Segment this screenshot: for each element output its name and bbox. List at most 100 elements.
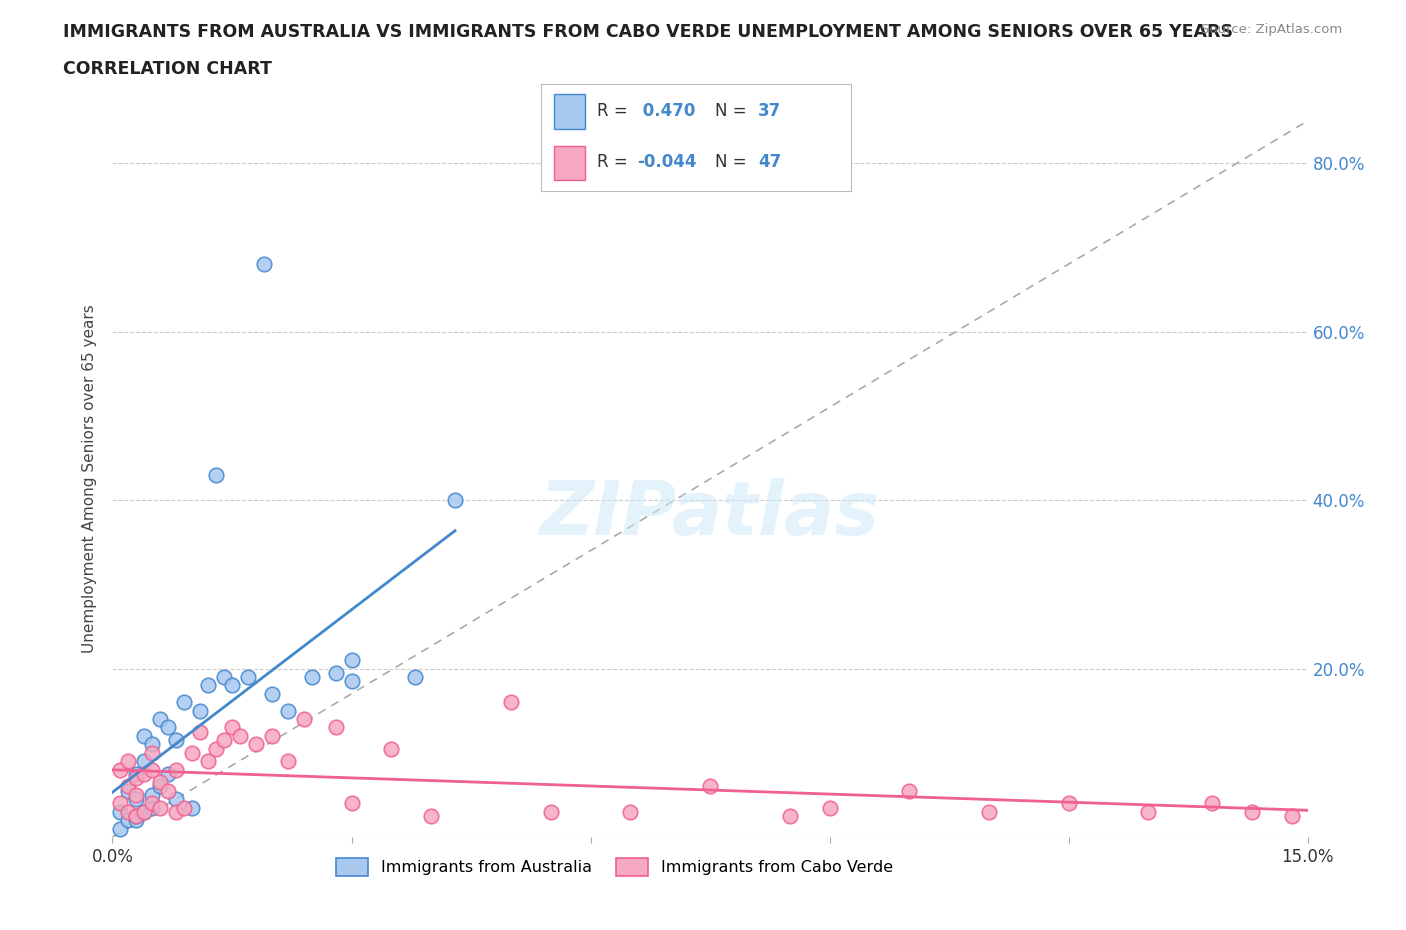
Point: [1240, 804, 1263, 819]
Point: [444, 493, 467, 508]
Point: [197, 678, 219, 693]
Point: [212, 733, 235, 748]
Legend: Immigrants from Australia, Immigrants from Cabo Verde: Immigrants from Australia, Immigrants fr…: [330, 852, 898, 883]
Point: [141, 763, 163, 777]
Point: [404, 670, 426, 684]
Text: N =: N =: [714, 153, 751, 171]
Point: [165, 804, 187, 819]
Point: [260, 728, 283, 743]
Point: [340, 796, 363, 811]
Point: [325, 665, 347, 680]
Point: [125, 766, 148, 781]
Point: [141, 788, 163, 803]
Text: ZIPatlas: ZIPatlas: [540, 478, 880, 551]
Point: [898, 783, 921, 798]
Point: [110, 804, 132, 819]
Point: [141, 796, 163, 811]
Point: [277, 703, 299, 718]
Point: [149, 711, 172, 726]
Text: R =: R =: [598, 153, 633, 171]
Point: [134, 728, 156, 743]
Point: [499, 695, 522, 710]
Point: [125, 788, 148, 803]
Point: [205, 467, 228, 482]
Point: [260, 686, 283, 701]
Point: [181, 800, 204, 815]
Point: [221, 720, 243, 735]
Point: [1057, 796, 1080, 811]
Point: [181, 745, 204, 760]
Point: [110, 796, 132, 811]
Point: [157, 783, 180, 798]
Point: [117, 813, 139, 828]
Point: [1281, 808, 1303, 823]
Point: [149, 775, 172, 790]
Point: [165, 791, 187, 806]
Point: [134, 766, 156, 781]
Text: 37: 37: [758, 102, 782, 120]
Point: [125, 808, 148, 823]
Point: [165, 733, 187, 748]
Point: [134, 804, 156, 819]
Point: [188, 724, 211, 739]
Point: [699, 779, 721, 794]
Point: [245, 737, 267, 751]
Point: [141, 800, 163, 815]
Point: [236, 670, 259, 684]
Point: [141, 745, 163, 760]
Point: [292, 711, 315, 726]
Text: -0.044: -0.044: [637, 153, 697, 171]
Point: [1201, 796, 1223, 811]
Point: [157, 720, 180, 735]
Point: [117, 783, 139, 798]
Text: N =: N =: [714, 102, 751, 120]
Text: IMMIGRANTS FROM AUSTRALIA VS IMMIGRANTS FROM CABO VERDE UNEMPLOYMENT AMONG SENIO: IMMIGRANTS FROM AUSTRALIA VS IMMIGRANTS …: [63, 23, 1233, 41]
Point: [197, 753, 219, 768]
Point: [125, 771, 148, 786]
Point: [125, 791, 148, 806]
Point: [818, 800, 841, 815]
Point: [141, 737, 163, 751]
Point: [117, 804, 139, 819]
Text: R =: R =: [598, 102, 633, 120]
Point: [165, 763, 187, 777]
Point: [340, 673, 363, 688]
Point: [110, 821, 132, 836]
Point: [117, 779, 139, 794]
Text: 47: 47: [758, 153, 782, 171]
Point: [134, 804, 156, 819]
Point: [212, 670, 235, 684]
Point: [229, 728, 252, 743]
Point: [205, 741, 228, 756]
Point: [110, 763, 132, 777]
Text: 0.470: 0.470: [637, 102, 696, 120]
Point: [420, 808, 443, 823]
Point: [977, 804, 1000, 819]
Point: [157, 766, 180, 781]
Point: [125, 813, 148, 828]
Point: [117, 753, 139, 768]
FancyBboxPatch shape: [554, 95, 585, 128]
Text: CORRELATION CHART: CORRELATION CHART: [63, 60, 273, 78]
Point: [173, 800, 195, 815]
Point: [149, 800, 172, 815]
Point: [149, 779, 172, 794]
Point: [134, 753, 156, 768]
Point: [221, 678, 243, 693]
Point: [1137, 804, 1160, 819]
Text: Source: ZipAtlas.com: Source: ZipAtlas.com: [1202, 23, 1343, 36]
Point: [619, 804, 641, 819]
Point: [340, 653, 363, 668]
Point: [188, 703, 211, 718]
FancyBboxPatch shape: [554, 146, 585, 180]
Point: [380, 741, 402, 756]
Point: [253, 257, 276, 272]
Point: [125, 808, 148, 823]
Point: [301, 670, 323, 684]
Point: [173, 695, 195, 710]
Point: [540, 804, 562, 819]
Y-axis label: Unemployment Among Seniors over 65 years: Unemployment Among Seniors over 65 years: [82, 305, 97, 653]
Point: [325, 720, 347, 735]
Point: [277, 753, 299, 768]
Point: [779, 808, 801, 823]
